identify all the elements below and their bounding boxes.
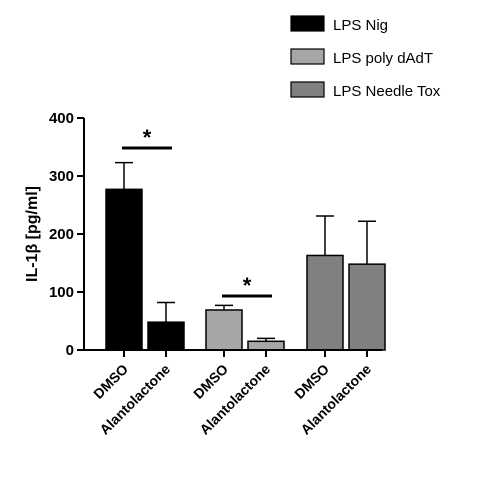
bar xyxy=(147,321,185,351)
bar xyxy=(205,309,243,351)
legend-entry: LPS Needle Tox xyxy=(333,83,441,100)
legend-entry: LPS poly dAdT xyxy=(333,50,433,67)
legend-swatch xyxy=(290,81,325,98)
bar xyxy=(306,254,344,351)
x-tick-label: DMSO xyxy=(90,361,131,402)
legend-swatch xyxy=(290,15,325,32)
significance-star: * xyxy=(143,125,152,150)
significance-annotations: ** xyxy=(122,125,272,298)
legend-entry: LPS Nig xyxy=(333,17,388,34)
y-tick-label: 400 xyxy=(49,110,74,127)
bar xyxy=(105,188,143,351)
y-axis-label: IL-1β [pg/ml] xyxy=(24,186,41,282)
y-tick-label: 100 xyxy=(49,284,74,301)
bar xyxy=(348,263,386,351)
legend-swatch xyxy=(290,48,325,65)
legend: LPS Nig LPS poly dAdT LPS Needle Tox xyxy=(290,15,441,100)
x-tick-label: DMSO xyxy=(291,361,332,402)
bars xyxy=(105,161,386,351)
y-tick-label: 200 xyxy=(49,226,74,243)
significance-star: * xyxy=(243,273,252,298)
x-tick-label: DMSO xyxy=(190,361,231,402)
y-axis: 0 100 200 300 400 xyxy=(49,110,85,359)
y-tick-label: 300 xyxy=(49,168,74,185)
bar xyxy=(247,340,285,351)
y-tick-label: 0 xyxy=(66,342,74,359)
